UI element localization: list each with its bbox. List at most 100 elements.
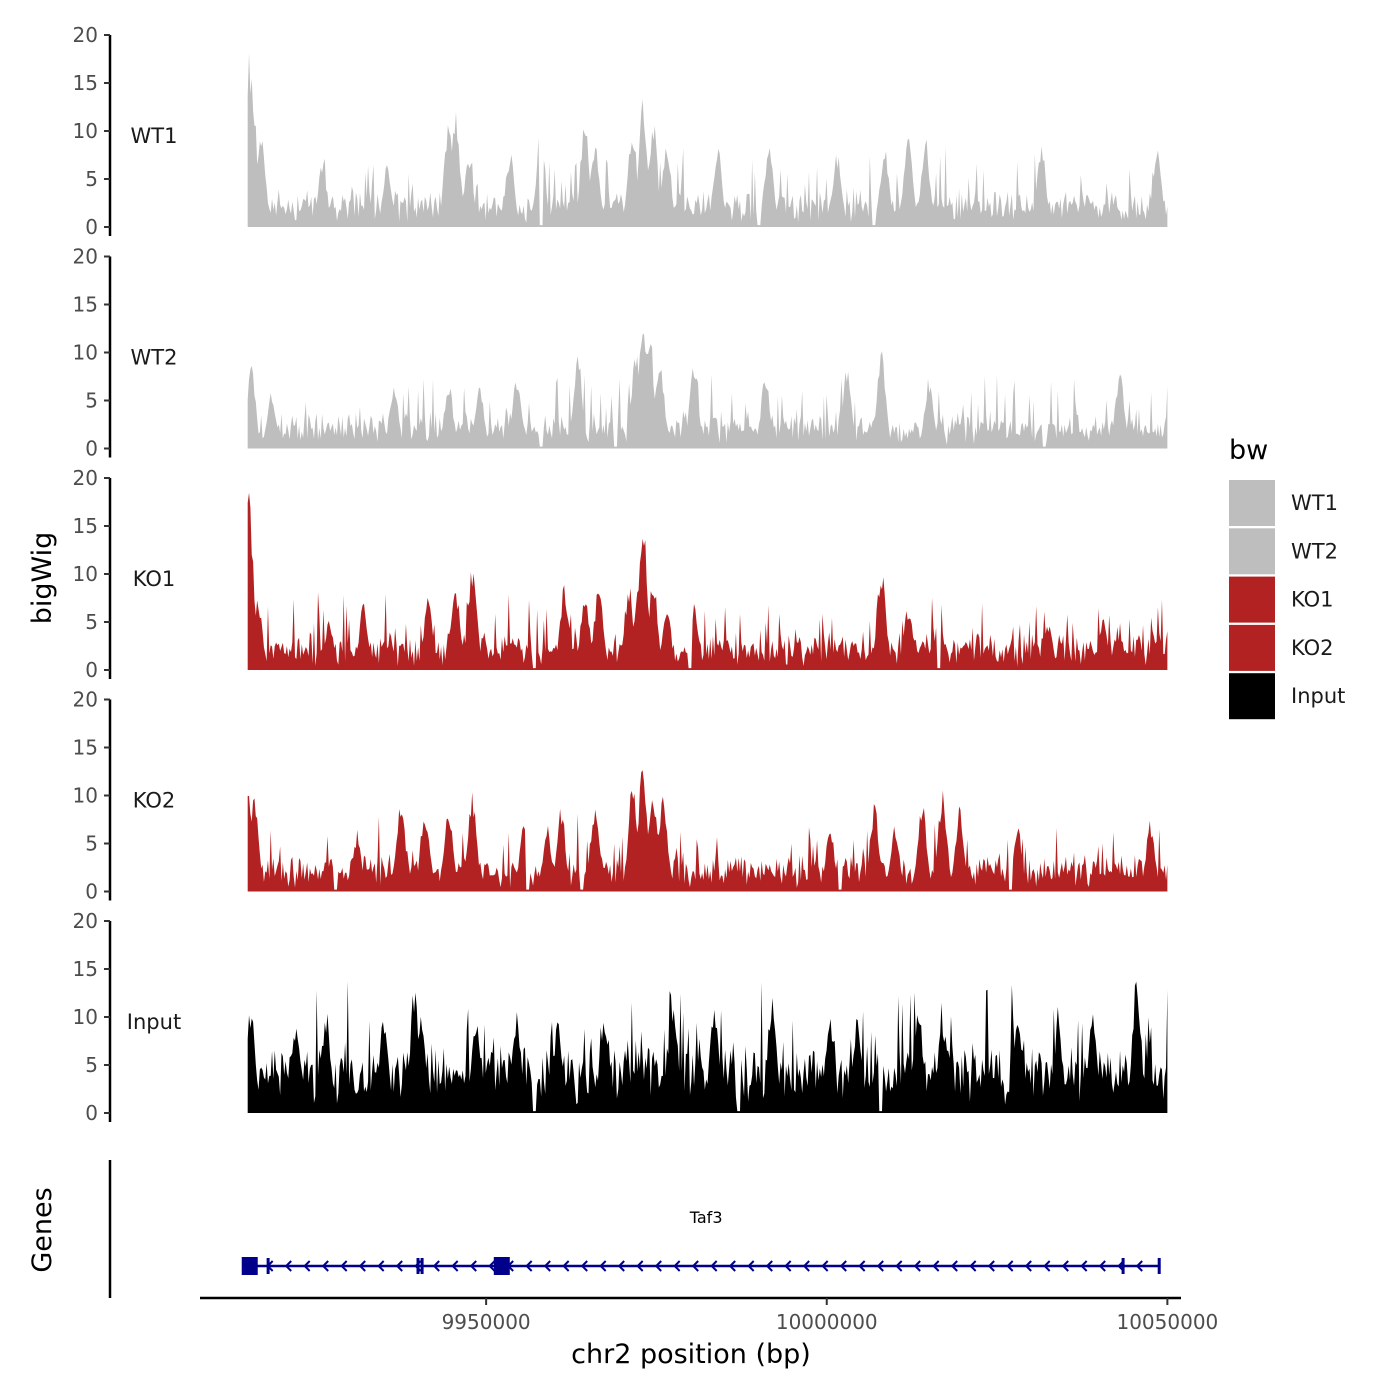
y-tick-label: 10 [73,341,98,365]
strand-arrow [469,1260,477,1272]
track-input: 0 5 10 15 20 Input [73,909,1168,1125]
strand-arrow [728,1260,736,1272]
strand-arrow [1080,1260,1088,1272]
track-ko1: 0 5 10 15 20 KO1 [73,466,1168,682]
strand-arrow [876,1260,884,1272]
strand-arrow [969,1260,977,1272]
track-wt2: 0 5 10 15 20 WT2 [73,245,1168,461]
exon [493,1257,510,1275]
track-label: WT1 [131,124,178,148]
coverage-tracks: 0 5 10 15 20 WT1 0 5 10 15 20 WT2 0 5 10 15 20 KO1 0 5 10 15 2… [73,23,1168,1125]
strand-arrow [1135,1260,1143,1272]
x-tick-label: 10050000 [1116,1310,1218,1334]
y-tick-label: 15 [73,736,98,760]
strand-arrow [1024,1260,1032,1272]
strand-arrow [451,1260,459,1272]
gene-track-title: Genes [27,1187,58,1272]
y-tick-label: 5 [85,832,98,856]
x-tick-label: 10000000 [776,1310,878,1334]
strand-arrow [987,1260,995,1272]
legend-item-wt2: WT2 [1229,528,1338,575]
y-tick-label: 20 [73,23,98,47]
track-label: WT2 [131,346,178,370]
strand-arrow [1098,1260,1106,1272]
strand-arrow [858,1260,866,1272]
strand-arrow [950,1260,958,1272]
legend-item-ko1: KO1 [1229,576,1334,623]
legend-item-wt1: WT1 [1229,480,1338,526]
y-tick-label: 10 [73,119,98,143]
legend-label: KO2 [1291,636,1334,660]
track-label: KO2 [133,789,176,813]
x-axis-title: chr2 position (bp) [571,1339,811,1370]
strand-arrow [562,1260,570,1272]
legend-label: WT1 [1291,491,1338,515]
y-tick-label: 15 [73,957,98,981]
strand-arrow [1006,1260,1014,1272]
y-tick-label: 15 [73,71,98,95]
strand-arrow [839,1260,847,1272]
y-tick-label: 5 [85,610,98,634]
legend-swatch [1229,624,1275,671]
y-tick-label: 0 [85,1101,98,1125]
strand-arrow [358,1260,366,1272]
legend-title: bw [1229,435,1268,466]
coverage-area-wt2 [247,333,1168,449]
y-tick-label: 0 [85,658,98,682]
y-tick-label: 0 [85,880,98,904]
strand-arrow [617,1260,625,1272]
y-tick-label: 20 [73,909,98,933]
y-tick-label: 5 [85,1053,98,1077]
strand-arrow [932,1260,940,1272]
coverage-area-wt1 [247,53,1168,227]
exon [266,1258,270,1274]
strand-arrow [654,1260,662,1272]
gene-label: Taf3 [689,1208,723,1227]
x-axis: 9950000 10000000 10050000 [200,1296,1218,1334]
strand-arrow [691,1260,699,1272]
exon [241,1257,258,1275]
y-tick-label: 0 [85,437,98,461]
strand-arrow [284,1260,292,1272]
strand-arrow [377,1260,385,1272]
strand-arrow [802,1260,810,1272]
strand-arrow [488,1260,496,1272]
legend-item-input: Input [1229,673,1345,720]
legend-label: KO1 [1291,588,1334,612]
y-tick-label: 5 [85,167,98,191]
legend-swatch [1229,480,1275,526]
exon [1121,1258,1125,1274]
legend: WT1 WT2 KO1 KO2 Input [1229,480,1345,720]
strand-arrow [580,1260,588,1272]
y-tick-label: 10 [73,562,98,586]
y-tick-label: 10 [73,784,98,808]
strand-arrow [895,1260,903,1272]
track-label: Input [127,1010,181,1034]
strand-arrow [747,1260,755,1272]
coverage-area-ko1 [247,492,1168,670]
strand-arrow [710,1260,718,1272]
track-label: KO1 [133,567,176,591]
strand-arrow [636,1260,644,1272]
strand-arrow [543,1260,551,1272]
legend-swatch [1229,576,1275,623]
y-axis-title: bigWig [27,532,58,625]
legend-label: WT2 [1291,539,1338,563]
strand-arrow [784,1260,792,1272]
coverage-area-input [247,981,1168,1113]
y-tick-label: 5 [85,389,98,413]
legend-swatch [1229,528,1275,575]
strand-arrow [913,1260,921,1272]
exon [1157,1258,1161,1274]
strand-arrow [1061,1260,1069,1272]
strand-arrow [340,1260,348,1272]
exon [420,1258,424,1274]
strand-arrow [432,1260,440,1272]
strand-arrow [673,1260,681,1272]
strand-arrow [765,1260,773,1272]
strand-arrow [303,1260,311,1272]
strand-arrow [395,1260,403,1272]
gene-track-panel: Taf3 [108,1160,1161,1298]
strand-arrow [525,1260,533,1272]
